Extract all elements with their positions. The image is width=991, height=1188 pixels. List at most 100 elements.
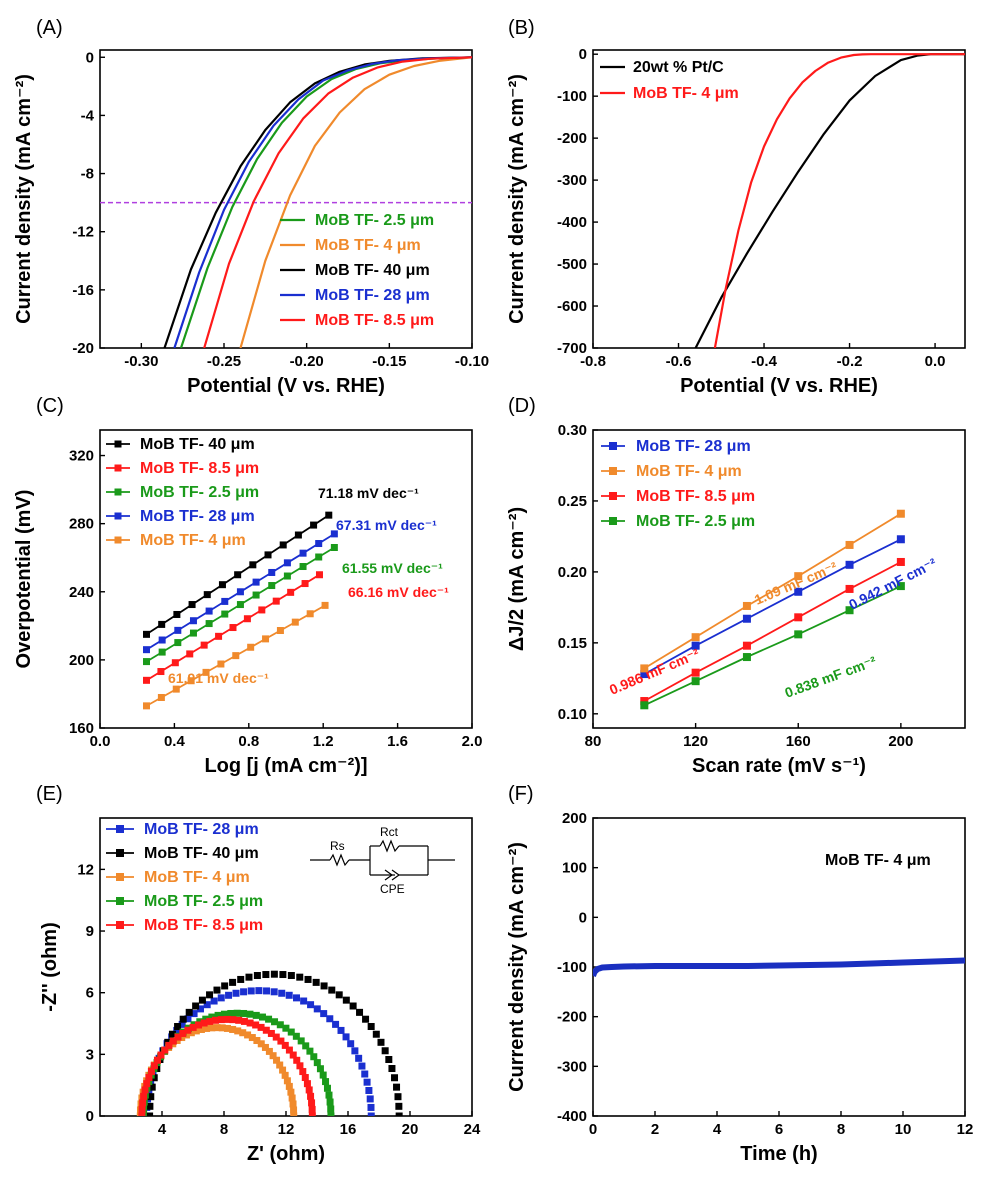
data-point [161,1046,169,1054]
legend-marker [116,921,124,929]
data-point [395,1102,403,1110]
x-tick-label: 8 [220,1121,228,1138]
y-tick-label: 320 [69,448,94,465]
data-point [215,632,223,640]
data-point [323,1084,331,1092]
data-point [393,1083,401,1091]
data-point [202,1015,210,1023]
data-point [293,1056,301,1064]
y-tick-label: -100 [557,88,587,105]
panel-label: (F) [508,783,534,805]
legend-label: MoB TF- 40 μm [315,262,430,279]
data-point [845,540,854,549]
data-point [845,606,854,615]
data-point [143,676,150,684]
data-point [312,978,320,986]
data-point [190,1010,198,1018]
y-tick-label: 0 [579,909,587,926]
data-point [206,991,214,999]
data-point [229,978,237,986]
data-point [233,1009,241,1017]
data-point [742,653,751,662]
legend-marker [116,897,124,905]
data-point [234,1027,242,1035]
data-point [145,1074,153,1082]
y-tick-label: -200 [557,1009,587,1026]
data-point [213,986,221,994]
data-point [143,702,150,710]
data-point [299,549,307,557]
y-tick-label: 0 [579,46,587,63]
x-tick-label: 4 [713,1121,722,1138]
data-point [337,1026,345,1034]
x-tick-label: -0.30 [124,353,158,370]
data-point [742,614,751,623]
data-point [342,1033,350,1041]
data-point [158,636,166,644]
data-point [742,641,751,650]
x-tick-label: 120 [683,733,708,750]
data-point [186,650,194,658]
legend-label: MoB TF- 8.5 μm [315,312,434,329]
data-point [205,620,213,628]
data-point [234,571,242,579]
x-tick-label: 12 [957,1121,974,1138]
data-point [896,557,905,566]
data-point [246,1010,254,1018]
y-tick-label: 100 [562,860,587,877]
data-point [287,588,295,596]
data-point [290,1112,298,1116]
panel-label: (B) [508,17,535,39]
y-tick-label: -8 [81,166,94,183]
data-point [281,1071,289,1079]
slope-label: 67.31 mV dec⁻¹ [336,517,437,533]
y-tick-label: -100 [557,959,587,976]
data-point [184,1015,192,1023]
fit-line-blue [643,538,902,675]
data-point [195,1021,203,1029]
x-tick-label: -0.2 [837,353,863,370]
data-point [742,601,751,610]
x-tick-label: 80 [585,733,602,750]
data-point [143,1080,151,1088]
data-point [262,1026,270,1034]
x-tick-label: 12 [278,1121,295,1138]
data-point [325,1091,333,1099]
data-point [351,1047,359,1055]
data-point [221,610,229,618]
panel-b: -0.8 -0.6 -0.4 -0.2 0.0 -700 -600 -500 -400 -300 -… [506,17,966,397]
x-tick-label: 16 [340,1121,357,1138]
x-axis-title: Potential (V vs. RHE) [187,375,385,397]
data-point [148,1083,156,1091]
data-point [342,996,350,1004]
data-point [198,996,206,1004]
y-tick-label: 0 [86,49,94,66]
resistor-rct [379,839,400,853]
data-point [221,982,229,990]
data-point [248,1034,256,1042]
data-point [255,987,263,995]
x-tick-label: -0.4 [751,353,778,370]
data-point [257,1040,265,1048]
data-point [174,639,182,647]
legend-label: MoB TF- 8.5 μm [140,460,259,477]
data-point [179,1015,187,1023]
data-point [296,1062,304,1070]
data-point [327,1105,335,1113]
circuit-label-rs: Rs [330,839,345,853]
data-point [845,584,854,593]
x-tick-label: -0.6 [666,353,692,370]
data-point [271,1018,279,1026]
data-point [208,1013,216,1021]
data-point [168,1030,176,1038]
slope-label: 61.55 mV dec⁻¹ [342,560,443,576]
legend-marker [114,488,122,496]
data-point [267,1029,275,1037]
panel-f: 0 2 4 6 8 10 12 -400 -300 -200 -100 0 100 200 Time (h)… [506,783,973,1165]
legend-marker [116,825,124,833]
data-point [304,975,312,983]
plot-area [143,511,338,710]
resistor-rs [329,853,350,867]
y-tick-label: 12 [77,861,94,878]
